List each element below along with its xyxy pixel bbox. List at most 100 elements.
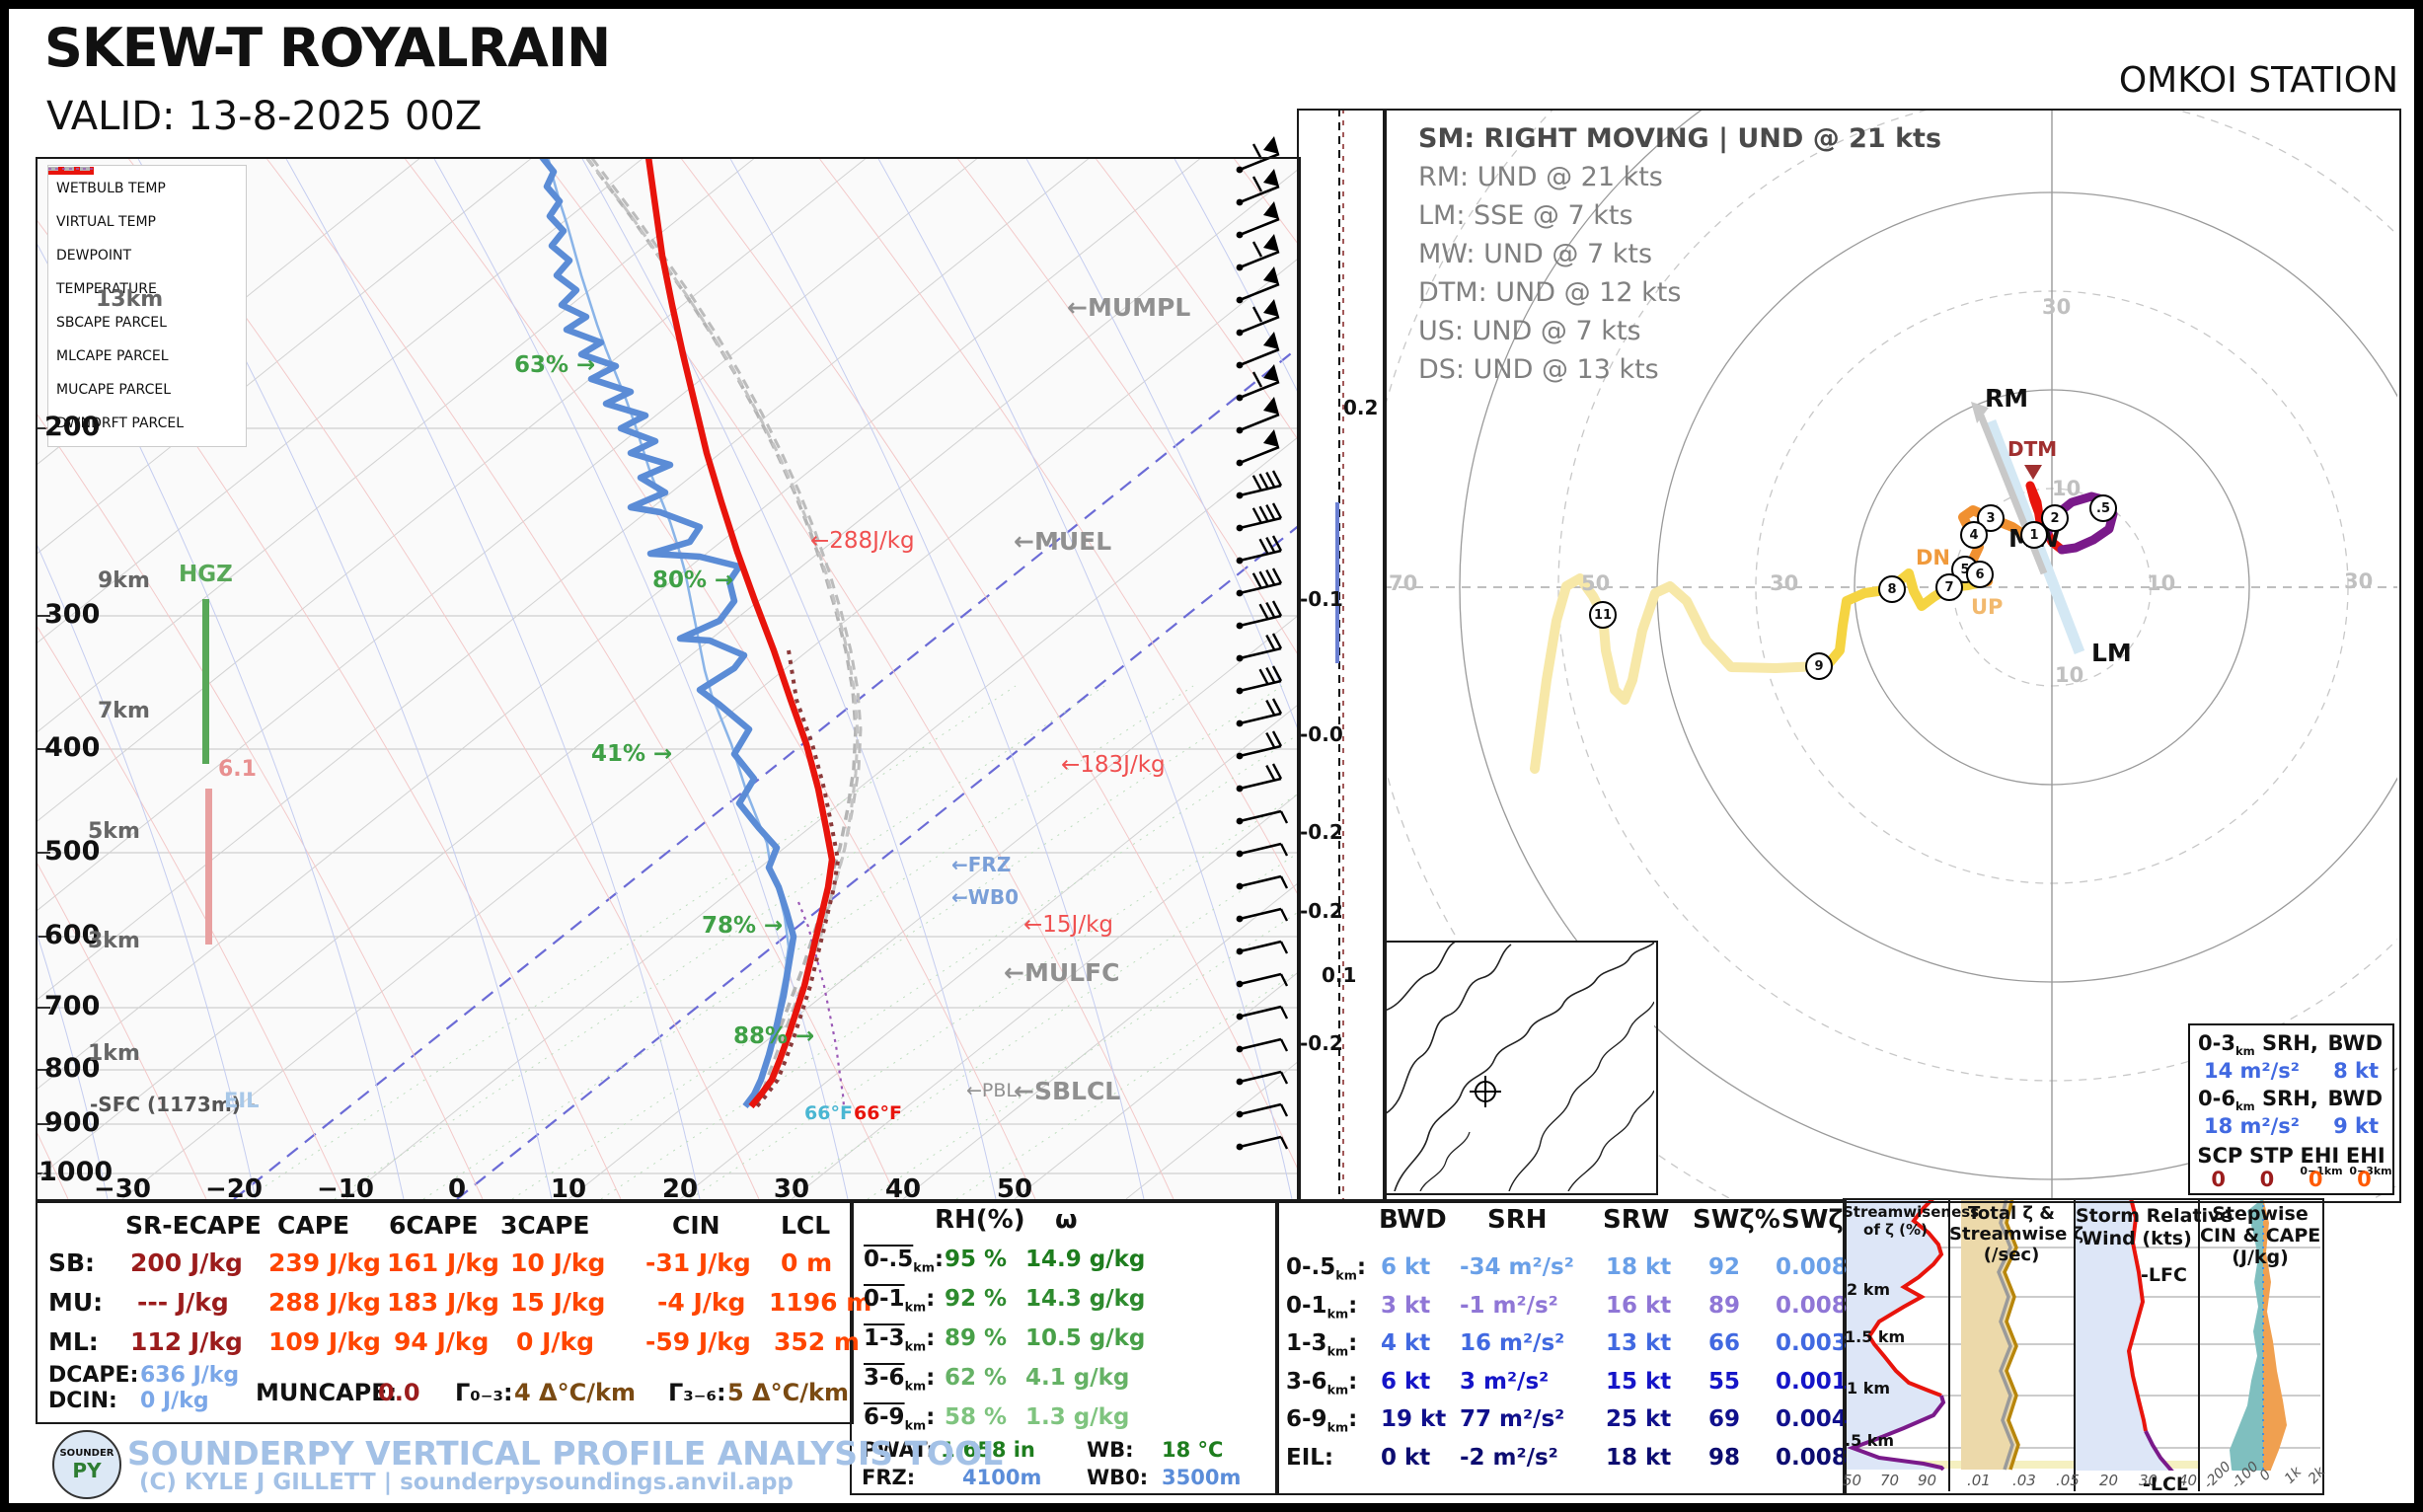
kin-swz-value: 0.008	[1776, 1444, 1848, 1471]
kin-swz-value: 0.008	[1776, 1292, 1848, 1319]
panels-border	[1843, 1198, 2324, 1495]
panel1-km-label: .5 km	[1845, 1431, 1895, 1450]
srh-0-3-header: 0-3km SRH,	[2198, 1031, 2318, 1059]
footer-line2: (C) KYLE J GILLETT | sounderpysoundings.…	[139, 1470, 794, 1495]
hodo-trace-9-12km	[1530, 573, 1824, 774]
rh-row-omega: 14.9 g/kg	[1025, 1247, 1146, 1272]
hodo-ring-label: 30	[1770, 571, 1799, 595]
ml-sr-ecape: 112 J/kg	[130, 1327, 243, 1356]
station-crosshair-icon	[1470, 1076, 1501, 1107]
rh-row-label: 0-1km:	[864, 1286, 936, 1315]
panel-divider	[2198, 1198, 2200, 1491]
kin-srw-value: 18 kt	[1606, 1444, 1672, 1471]
hodo-ring-label: 30	[2042, 295, 2072, 319]
panel2-tick: .01	[1967, 1472, 1991, 1489]
rh-row-omega: 1.3 g/kg	[1025, 1404, 1130, 1430]
total-zeta-line	[1997, 1198, 2014, 1471]
sfc-temp-f: 66°F	[854, 1102, 902, 1124]
pressure-tick: 500	[44, 836, 101, 867]
up-label: UP	[1971, 595, 2004, 619]
srh-0-6-value: 18 m²/s²	[2204, 1114, 2300, 1138]
dewpoint-trace	[538, 157, 797, 1108]
hodo-ring-label: 30	[2344, 569, 2374, 593]
hodo-height-marker: 2	[2041, 504, 2069, 532]
dwndrft-parcel-trace	[796, 901, 846, 1107]
streamwiseness-fill	[1843, 1198, 1943, 1470]
ehi3-value: 0	[2357, 1168, 2372, 1191]
row-label-sb: SB:	[48, 1248, 96, 1277]
legend-label: DWNDRFT PARCEL	[56, 416, 184, 431]
dcape-value: 636 J/kg	[140, 1363, 240, 1388]
pwat-label: PWAT:	[862, 1438, 935, 1462]
panel1-km-label: 2 km	[1847, 1280, 1891, 1299]
col-header-6cape: 6CAPE	[389, 1211, 479, 1240]
pressure-tick: 200	[44, 412, 101, 442]
kin-bwd-value: 3 kt	[1381, 1292, 1431, 1319]
ml-lcl: 352 m	[774, 1327, 860, 1356]
rh-row-omega: 10.5 g/kg	[1025, 1325, 1146, 1351]
hodo-height-marker: 7	[1935, 573, 1963, 601]
ml-cape: 109 J/kg	[268, 1327, 381, 1356]
kin-row-label: EIL:	[1286, 1444, 1334, 1471]
hgz-label: HGZ	[179, 562, 233, 587]
streamwise-zeta-line	[2003, 1198, 2020, 1471]
rh-annotation: 63% →	[514, 352, 596, 378]
legend-item: MUCAPE PARCEL	[48, 167, 242, 407]
storm-motion-mw: MW: UND @ 7 kts	[1418, 239, 1653, 269]
legend-item: VIRTUAL TEMP	[48, 167, 242, 239]
srh-bwd-box: 0-3km SRH, BWD 14 m²/s² 8 kt 0-6km SRH, …	[2188, 1023, 2394, 1195]
eil-label: EIL	[224, 1089, 260, 1112]
kin-header-bwd: BWD	[1379, 1205, 1447, 1235]
hodo-height-marker: 6	[1966, 561, 1994, 588]
hodo-ring-label: 70	[1389, 571, 1418, 595]
level-annotation-mulfc: ←MULFC	[1004, 958, 1120, 987]
kinematics-table-border	[1275, 1199, 1847, 1495]
bwd-0-6-header: BWD	[2327, 1087, 2383, 1110]
lcl-label: -LCL	[2143, 1474, 2189, 1495]
sw-strip-value: -0.1	[1300, 587, 1343, 611]
col-header-cin: CIN	[672, 1211, 720, 1240]
hodograph-border	[1383, 109, 2401, 1203]
mu-sr-ecape: --- J/kg	[137, 1288, 229, 1317]
kin-srh-value: -34 m²/s²	[1460, 1254, 1574, 1280]
panel2-tick: .03	[2012, 1472, 2036, 1489]
sw-strip-border	[1297, 109, 1387, 1203]
bwd-0-6-value: 9 kt	[2333, 1114, 2379, 1138]
dcin-label: DCIN:	[48, 1389, 117, 1413]
ehi1-sub: 0−1km	[2300, 1165, 2343, 1177]
hodo-height-marker: 11	[1589, 601, 1617, 629]
sb-lcl: 0 m	[781, 1248, 833, 1277]
col-header-3cape: 3CAPE	[500, 1211, 590, 1240]
lapse-label: 6.1	[218, 757, 257, 782]
rh-annotation: 88% →	[733, 1023, 815, 1049]
wind-barb-column	[1236, 136, 1289, 1151]
ml-3cape: 0 J/kg	[516, 1327, 595, 1356]
dtm-label: DTM	[2007, 437, 2058, 461]
kin-row-label: 0-.5km:	[1286, 1254, 1367, 1283]
legend-label: MLCAPE PARCEL	[56, 348, 169, 364]
kin-srh-value: 3 m²/s²	[1460, 1368, 1550, 1395]
srw-fill	[2074, 1198, 2172, 1471]
storm-motion-rm: RM: UND @ 21 kts	[1418, 162, 1663, 192]
height-label: 5km	[88, 819, 140, 844]
ml-6cape: 94 J/kg	[394, 1327, 490, 1356]
storm-motion-sm: SM: RIGHT MOVING | UND @ 21 kts	[1418, 123, 1942, 154]
page-title: SKEW-T ROYALRAIN	[44, 17, 611, 79]
wb-value: 18 °C	[1162, 1438, 1224, 1462]
rh-table-border	[850, 1199, 1279, 1495]
rh-annotation: 78% →	[702, 913, 784, 939]
gamma-0-3-label: Γ₀₋₃:	[455, 1379, 513, 1406]
kin-srh-value: 16 m²/s²	[1460, 1330, 1565, 1356]
hodo-height-marker: 1	[2020, 521, 2048, 549]
rh-row-value: 89 %	[945, 1325, 1008, 1351]
height-label: 13km	[96, 287, 164, 312]
wb-label: WB:	[1087, 1438, 1134, 1462]
panel1-tick: 50	[1843, 1472, 1862, 1489]
pressure-tick: 400	[44, 732, 101, 763]
rh-row-label: 0-.5km:	[864, 1247, 945, 1275]
panel-divider	[2074, 1198, 2076, 1491]
omega-header: ω	[1055, 1205, 1078, 1235]
wetbulb-trace	[546, 157, 791, 1107]
kin-bwd-value: 0 kt	[1381, 1444, 1431, 1471]
panel3-tick: 20	[2099, 1472, 2119, 1489]
